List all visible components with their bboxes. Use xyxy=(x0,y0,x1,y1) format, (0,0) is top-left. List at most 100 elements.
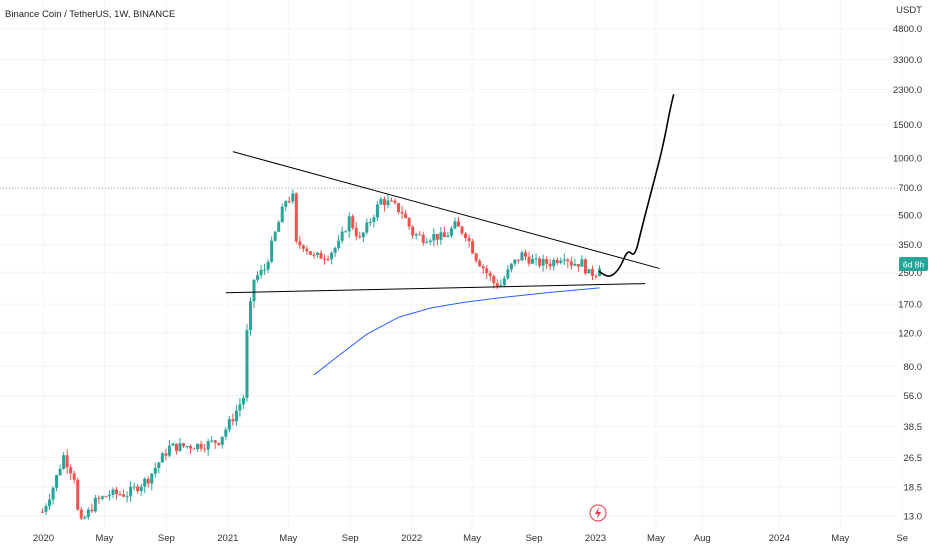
candle-body xyxy=(523,252,527,257)
y-tick-label: 4800.0 xyxy=(893,24,922,35)
candle-body xyxy=(580,259,584,267)
axes: USDT 4800.0 3300.0 2300.0 1500.0 1000.0 700.0… xyxy=(33,5,922,544)
candle-body xyxy=(266,261,270,270)
x-tick-label: May xyxy=(95,533,113,544)
candle-body xyxy=(347,216,351,232)
candle-body xyxy=(167,445,171,456)
candle-body xyxy=(263,269,267,271)
candle-body xyxy=(171,443,175,446)
candle-body xyxy=(273,231,277,241)
candle-body xyxy=(220,436,224,445)
moving-average-line xyxy=(313,287,600,376)
y-tick-label: 3300.0 xyxy=(893,55,922,66)
candle-body xyxy=(344,231,348,233)
candle-body xyxy=(474,253,478,261)
resistance-trendline xyxy=(232,151,660,269)
candle-body xyxy=(164,453,168,456)
candle-body xyxy=(499,285,503,287)
candle-body xyxy=(340,231,344,241)
candle-body xyxy=(245,330,249,398)
candle-body xyxy=(206,441,210,450)
x-tick-label: 2020 xyxy=(33,533,54,544)
candle-body xyxy=(76,479,80,510)
y-tick-label: 2300.0 xyxy=(893,85,922,96)
y-tick-label: 13.0 xyxy=(904,512,923,523)
candle-body xyxy=(182,443,185,447)
drawings xyxy=(225,94,675,376)
candle-body xyxy=(256,275,260,280)
candle-body xyxy=(136,486,140,492)
x-tick-label: Sep xyxy=(342,533,359,544)
candle-body xyxy=(393,200,397,204)
grid xyxy=(0,0,903,530)
candle-body xyxy=(562,259,566,261)
candle-body xyxy=(129,486,133,497)
candle-body xyxy=(379,199,383,205)
candle-body xyxy=(368,221,372,223)
candle-body xyxy=(407,218,411,227)
candle-body xyxy=(83,517,87,519)
candle-body xyxy=(330,252,334,260)
candle-body xyxy=(55,475,59,488)
x-tick-label: 2023 xyxy=(585,533,606,544)
candle-body xyxy=(227,419,231,430)
projection-sketch xyxy=(598,94,675,277)
candle-body xyxy=(40,511,44,513)
candle-body xyxy=(93,497,97,512)
y-tick-label: 18.5 xyxy=(904,483,923,494)
candle-body xyxy=(361,232,365,238)
candle-body xyxy=(573,263,577,266)
candle-body xyxy=(44,506,48,512)
x-tick-label: 2021 xyxy=(217,533,238,544)
candle-body xyxy=(435,233,439,240)
candle-body xyxy=(354,227,358,237)
candle-body xyxy=(312,254,316,256)
candle-body xyxy=(301,245,305,249)
candle-body xyxy=(386,200,390,206)
y-tick-label: 38.5 xyxy=(904,422,923,433)
candle-body xyxy=(69,467,73,474)
candle-body xyxy=(382,199,386,206)
candle-body xyxy=(372,217,376,222)
candle-body xyxy=(337,240,341,248)
x-tick-label: May xyxy=(463,533,481,544)
candle-body xyxy=(418,234,422,236)
candle-body xyxy=(583,259,587,274)
candle-body xyxy=(308,251,312,255)
candle-body xyxy=(400,211,404,214)
candle-body xyxy=(90,509,94,512)
candle-body xyxy=(464,233,468,239)
candle-body xyxy=(358,236,362,238)
candle-body xyxy=(72,473,76,480)
y-tick-label: 120.0 xyxy=(898,328,922,339)
candle-body xyxy=(457,221,460,227)
price-marks xyxy=(40,189,602,521)
candle-body xyxy=(174,443,178,451)
candle-body xyxy=(277,222,281,232)
candle-body xyxy=(421,234,425,243)
candle-body xyxy=(404,213,408,219)
candle-body xyxy=(449,228,453,236)
x-tick-label: 2022 xyxy=(401,533,422,544)
candle-body xyxy=(569,261,573,266)
candle-body xyxy=(538,258,542,266)
x-tick-label: Aug xyxy=(694,533,711,544)
candle-body xyxy=(509,263,513,270)
candle-body xyxy=(203,448,207,450)
candle-body xyxy=(100,496,104,499)
candle-body xyxy=(234,410,238,422)
candle-body xyxy=(516,259,520,261)
candle-body xyxy=(594,275,598,277)
candle-body xyxy=(252,279,256,302)
y-tick-label: 56.0 xyxy=(904,391,923,402)
candle-body xyxy=(259,270,263,276)
candle-body xyxy=(333,247,337,253)
y-tick-label: 1500.0 xyxy=(893,120,922,131)
x-tick-label: May xyxy=(647,533,665,544)
lightning-bolt-icon[interactable] xyxy=(589,504,607,522)
candle-body xyxy=(502,278,506,286)
candle-body xyxy=(432,233,436,241)
candle-body xyxy=(62,455,66,469)
